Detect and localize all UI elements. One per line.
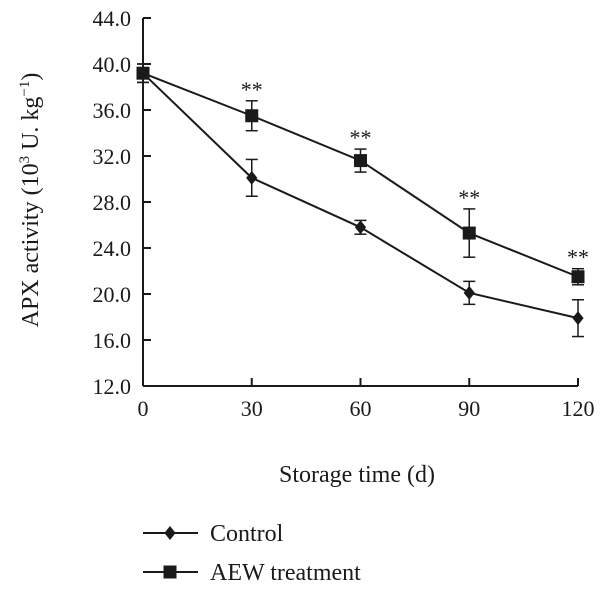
y-axis-title: APX activity (103 U. kg−1) (17, 73, 44, 328)
y-axis-title-unit-exponent: −1 (17, 81, 33, 97)
x-tick-label: 60 (350, 396, 372, 421)
data-point (462, 226, 476, 240)
data-point (245, 109, 259, 123)
axes (142, 18, 578, 387)
data-point (572, 311, 584, 326)
y-tick-label: 24.0 (93, 236, 132, 261)
y-tick-label: 28.0 (93, 190, 132, 215)
y-axis-title-exponent: 3 (17, 156, 33, 164)
x-tick-label: 0 (138, 396, 149, 421)
series-control (137, 63, 584, 338)
y-tick-label: 20.0 (93, 282, 132, 307)
x-ticks: 0 30 60 90 120 (138, 378, 595, 421)
y-tick-label: 12.0 (93, 374, 132, 399)
series-aew-treatment (136, 63, 585, 286)
legend-marker (164, 526, 176, 540)
x-axis-title: Storage time (d) (279, 462, 435, 488)
legend-label: Control (210, 521, 284, 547)
data-point (463, 285, 475, 300)
x-tick-label: 90 (458, 396, 480, 421)
y-axis-title-main: APX activity (10 (18, 163, 44, 327)
y-ticks: 12.0 16.0 20.0 24.0 28.0 32.0 36.0 40.0 44.0 (93, 6, 151, 399)
y-tick-label: 40.0 (93, 52, 132, 77)
legend-item: AEW treatment (143, 560, 361, 586)
legend-marker (163, 565, 177, 579)
series-line (142, 72, 579, 278)
annotation-layer: ** ** ** ** (241, 77, 589, 270)
y-tick-label: 36.0 (93, 98, 132, 123)
data-point (136, 66, 150, 80)
significance-marker: ** (567, 245, 589, 270)
significance-marker: ** (458, 185, 480, 210)
series-layer (136, 63, 585, 338)
legend-item: Control (143, 521, 284, 547)
data-point (246, 170, 258, 185)
significance-marker: ** (350, 125, 372, 150)
series-line (142, 72, 579, 320)
data-point (354, 154, 367, 168)
y-axis-title-unit: U. kg (18, 97, 44, 156)
x-tick-label: 30 (241, 396, 263, 421)
x-tick-label: 120 (562, 396, 595, 421)
data-point (354, 220, 367, 235)
y-tick-label: 44.0 (93, 6, 132, 31)
significance-marker: ** (241, 77, 263, 102)
y-tick-label: 32.0 (93, 144, 132, 169)
data-point (571, 270, 585, 284)
legend-label: AEW treatment (210, 560, 361, 586)
legend: Control AEW treatment (143, 521, 361, 586)
y-axis-title-close: ) (18, 73, 44, 81)
y-tick-label: 16.0 (93, 328, 132, 353)
